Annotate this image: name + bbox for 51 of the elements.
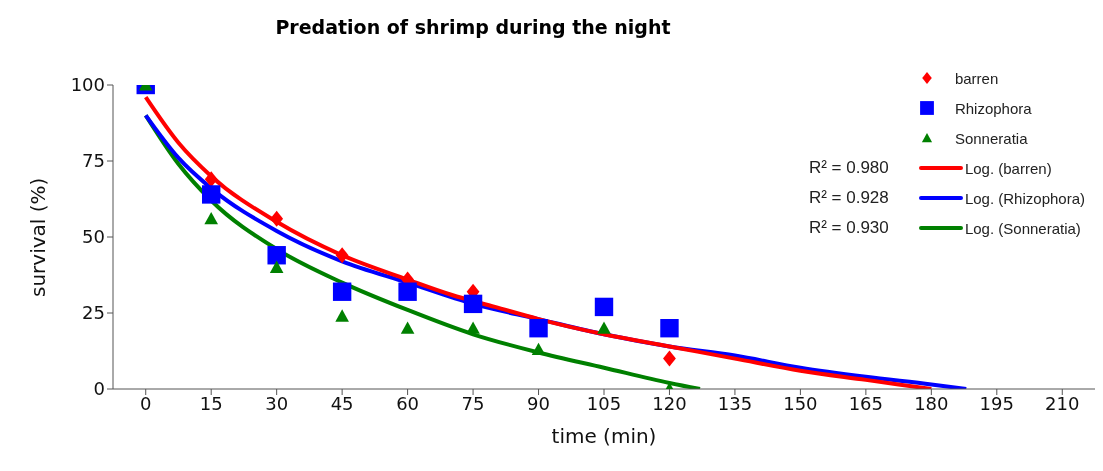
point — [597, 321, 611, 334]
point — [202, 185, 221, 204]
legend-label: Sonneratia — [954, 129, 1028, 147]
y-tick-label: 75 — [82, 150, 105, 172]
x-tick-label: 180 — [914, 392, 949, 414]
x-tick-label: 15 — [199, 392, 223, 414]
y-tick-label: 25 — [82, 302, 105, 324]
point — [531, 342, 546, 356]
x-tick-label: 210 — [1045, 392, 1080, 414]
point — [398, 282, 417, 301]
x-tick-label: 90 — [527, 392, 550, 414]
x-tick-label: 135 — [717, 392, 753, 414]
y-tick-label: 100 — [70, 74, 105, 96]
y-axis-title: survival (%) — [26, 177, 51, 297]
x-tick-label: 105 — [586, 392, 622, 414]
point — [400, 321, 415, 334]
x-tick-label: 45 — [330, 392, 354, 414]
legend-label: Log. (Rhizophora) — [964, 189, 1085, 207]
annotation: R² = 0.980 — [808, 158, 890, 178]
point — [267, 246, 286, 265]
point — [463, 294, 483, 314]
point — [270, 210, 284, 227]
y-tick-label: 0 — [93, 378, 105, 400]
legend-label: barren — [954, 69, 999, 87]
x-tick-label: 60 — [396, 392, 420, 414]
legend-label: Log. (Sonneratia) — [964, 219, 1081, 237]
point — [660, 319, 679, 338]
y-tick-label: 50 — [82, 226, 105, 248]
point — [335, 247, 349, 264]
annotation: R² = 0.930 — [808, 218, 890, 238]
legend-label: Log. (barren) — [964, 159, 1052, 177]
x-tick-label: 150 — [783, 392, 818, 414]
x-tick-label: 120 — [652, 392, 687, 414]
x-tick-label: 165 — [848, 392, 884, 414]
point — [335, 309, 349, 322]
point — [204, 211, 218, 225]
point — [204, 171, 218, 188]
chart-title: Predation of shrimp during the night — [274, 16, 672, 38]
legend-label: Rhizophora — [954, 99, 1032, 117]
point — [663, 350, 676, 367]
point — [332, 282, 352, 301]
annotation: R² = 0.928 — [808, 188, 890, 208]
x-tick-label: 195 — [979, 392, 1014, 414]
point — [269, 260, 284, 273]
point — [594, 297, 614, 317]
point — [466, 321, 480, 334]
x-axis-title: time (min) — [551, 424, 657, 448]
x-tick-label: 30 — [265, 392, 289, 414]
x-tick-label: 75 — [461, 392, 485, 414]
point — [529, 319, 548, 338]
x-tick-label: 0 — [140, 392, 152, 414]
